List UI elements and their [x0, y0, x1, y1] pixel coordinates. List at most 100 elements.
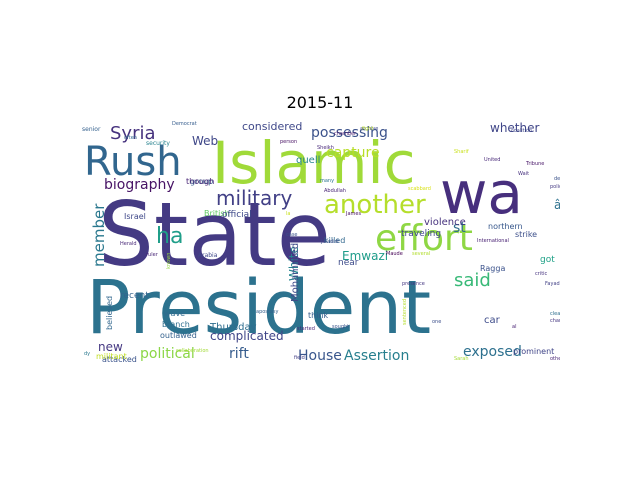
word-branch: branch [162, 320, 190, 329]
word-possessing: possessing [311, 125, 388, 141]
word-islamic: Islamic [212, 129, 415, 197]
word-fight: fight [362, 126, 373, 132]
word-mohammed: Mohammed [290, 243, 301, 302]
word-rush: Rush [84, 139, 182, 185]
word-capture: capture [326, 145, 380, 161]
word-exposed: exposed [463, 344, 522, 360]
word-british: British [204, 209, 230, 218]
word-president: President [86, 265, 431, 351]
word-group: group [190, 177, 213, 186]
word-abdullah: Abdullah [324, 188, 346, 194]
word--: â [554, 198, 560, 212]
word-white: White [287, 246, 301, 281]
word-considered: considered [242, 120, 302, 133]
word-united: United [484, 157, 500, 163]
word-web: Web [192, 134, 218, 148]
word-presence: presence [402, 281, 425, 287]
word-militant: militant [96, 352, 127, 361]
word-though: though [186, 177, 214, 186]
word-senior: senior [82, 126, 101, 133]
word-jihadist: jihadist [320, 239, 339, 245]
word-attacked: attacked [102, 355, 137, 364]
word-israel: Israel [124, 212, 146, 221]
word-northern: northern [488, 222, 523, 231]
word-security: security [146, 140, 170, 147]
word-one: one [432, 319, 441, 325]
word-st: st [453, 220, 466, 236]
word-sharif: Sharif [454, 149, 469, 155]
word-house: House [298, 348, 342, 364]
word-charge: charge [550, 318, 560, 324]
word-known: known [166, 253, 172, 269]
word-sarah: Sarah [454, 356, 469, 362]
word-chamber: chamber [334, 131, 357, 137]
word-dy: dy [84, 351, 90, 357]
word-another: another [324, 190, 426, 220]
word-syria: Syria [110, 123, 156, 144]
word-la: la [286, 211, 290, 217]
word-coalition: coalition [511, 128, 532, 134]
word-scabbard: scabbard [408, 186, 431, 192]
word-wa: wa [440, 159, 523, 227]
word-think: think [308, 311, 329, 320]
word-wait: Wait [518, 171, 529, 177]
word-policy: policy [550, 184, 560, 190]
word-official: official [222, 210, 252, 220]
word-prominent: prominent [513, 347, 554, 356]
word-emwazi: Emwazi [342, 249, 388, 263]
word-outlawed: outlawed [160, 331, 197, 340]
word-near: near [338, 258, 359, 268]
word-field: field [294, 355, 305, 361]
word-assertion: Assertion [344, 348, 409, 364]
word-violence: violence [424, 217, 466, 228]
word-car: car [484, 315, 501, 326]
word-james: James [345, 211, 361, 217]
word-fayadh: Fayadh [545, 281, 560, 287]
word-ha: ha [156, 224, 183, 249]
word-arabia: Arabia [198, 252, 218, 259]
word-recent: recent [120, 291, 149, 301]
word-traveling: traveling [401, 229, 441, 239]
word-critic: critic [535, 271, 548, 277]
word-sentenced: sentenced [402, 299, 408, 325]
word-killed: killed [324, 236, 345, 245]
word-tribune: Tribune [525, 161, 544, 167]
chart-title: 2015-11 [286, 93, 354, 112]
word-rift: rift [229, 346, 249, 362]
word-complicated: complicated [210, 329, 284, 343]
word-got: got [540, 255, 555, 265]
word-whether: whether [490, 121, 539, 135]
word-case: case [286, 232, 298, 238]
word-sought: sought [332, 324, 349, 330]
word-state: State [98, 183, 331, 286]
word-al: al [512, 324, 516, 330]
word-member: member [90, 203, 108, 267]
word-said: said [454, 270, 491, 291]
word-strike: strike [515, 230, 537, 239]
word-believed: believed [105, 296, 114, 330]
word-herald: Herald [120, 241, 137, 247]
word-archive: archive [360, 126, 378, 132]
word-quell: quell [296, 155, 320, 166]
word-new: new [98, 340, 123, 354]
word-death: death [554, 176, 560, 182]
word-international: International [477, 238, 509, 244]
word-democrat: Democrat [172, 121, 197, 127]
word-biography: biography [104, 177, 175, 193]
word-ruler: ruler [146, 252, 159, 258]
word-many: many [320, 178, 334, 184]
word-others: others [550, 356, 560, 362]
word-political: political [140, 346, 195, 362]
word-collaboration: collaboration [176, 348, 209, 354]
word-thursday: Thursday [209, 322, 257, 333]
word-sheikh: Sheikh [317, 145, 334, 151]
word-wave: wave [164, 309, 185, 318]
word-person: person [280, 139, 297, 145]
word-clear: clear [550, 311, 560, 317]
word-cloud: State President Islamic wa Rush effort another… [80, 115, 560, 365]
word-ragga: Ragga [480, 264, 505, 273]
word-started: started [297, 326, 315, 332]
word-several: several [412, 251, 430, 257]
